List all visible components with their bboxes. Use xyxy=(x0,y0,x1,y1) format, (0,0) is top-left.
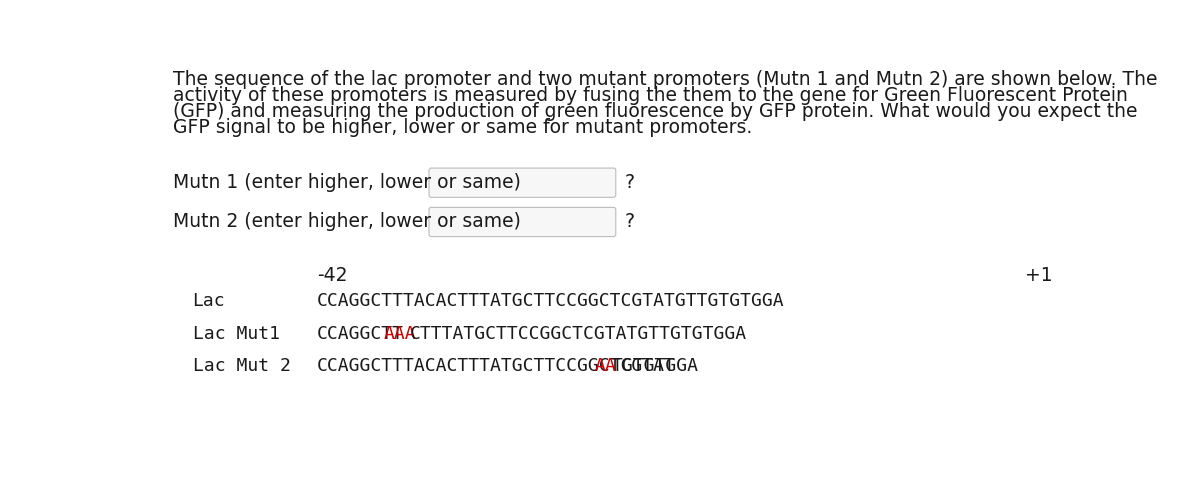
Text: ?: ? xyxy=(625,173,635,192)
Text: GFP signal to be higher, lower or same for mutant promoters.: GFP signal to be higher, lower or same f… xyxy=(173,118,752,137)
Text: Mutn 2 (enter higher, lower or same): Mutn 2 (enter higher, lower or same) xyxy=(173,213,521,231)
Text: The sequence of the lac promoter and two mutant promoters (Mutn 1 and Mutn 2) ar: The sequence of the lac promoter and two… xyxy=(173,70,1158,88)
Text: -42: -42 xyxy=(317,266,347,284)
Text: +1: +1 xyxy=(1025,266,1052,284)
FancyBboxPatch shape xyxy=(430,207,616,237)
Text: TGTGTGGA: TGTGTGGA xyxy=(612,357,698,375)
Text: CCAGGCTTTACACTTTATGCTTCCGGCTCGTATGTTGTGTGGA: CCAGGCTTTACACTTTATGCTTCCGGCTCGTATGTTGTGT… xyxy=(317,292,785,310)
Text: activity of these promoters is measured by fusing the them to the gene for Green: activity of these promoters is measured … xyxy=(173,85,1128,105)
Text: Lac Mut 2: Lac Mut 2 xyxy=(193,357,290,375)
Text: CTTTATGCTTCCGGCTCGTATGTTGTGTGGA: CTTTATGCTTCCGGCTCGTATGTTGTGTGGA xyxy=(409,325,746,342)
Text: AAA: AAA xyxy=(384,325,416,342)
FancyBboxPatch shape xyxy=(430,168,616,198)
Text: Mutn 1 (enter higher, lower or same): Mutn 1 (enter higher, lower or same) xyxy=(173,173,521,192)
Text: AA: AA xyxy=(595,357,617,375)
Text: CCAGGCTT: CCAGGCTT xyxy=(317,325,403,342)
Text: Lac Mut1: Lac Mut1 xyxy=(193,325,280,342)
Text: (GFP) and measuring the production of green fluorescence by GFP protein. What wo: (GFP) and measuring the production of gr… xyxy=(173,102,1138,121)
Text: ?: ? xyxy=(625,213,635,231)
Text: Lac: Lac xyxy=(193,292,226,310)
Text: CCAGGCTTTACACTTTATGCTTCCGGCTCGTAT: CCAGGCTTTACACTTTATGCTTCCGGCTCGTAT xyxy=(317,357,676,375)
